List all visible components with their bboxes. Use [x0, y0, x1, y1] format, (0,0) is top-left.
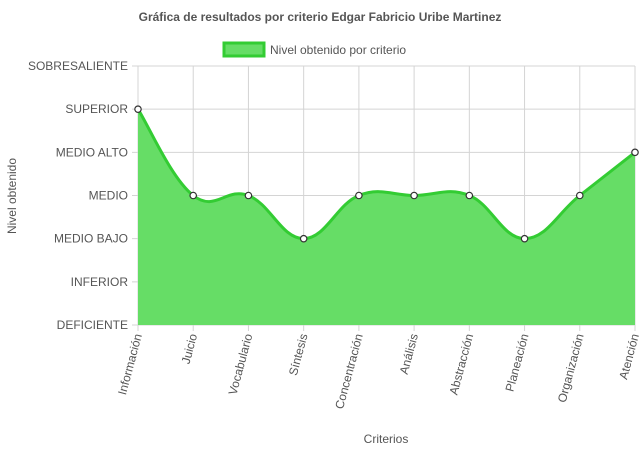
x-tick-label: Organización: [555, 332, 587, 404]
data-point[interactable]: [244, 191, 253, 200]
data-point[interactable]: [465, 191, 474, 200]
x-tick-label: Juicio: [179, 332, 201, 366]
data-points: [134, 105, 639, 243]
y-axis-ticks: DEFICIENTE INFERIOR MEDIO BAJO MEDIO MEDIO A…: [28, 59, 128, 332]
area-layer: [136, 108, 636, 326]
x-tick-label: Información: [115, 332, 145, 396]
legend[interactable]: Nivel obtenido por criterio: [222, 41, 406, 58]
data-point[interactable]: [575, 191, 584, 200]
y-tick-label: MEDIO ALTO: [56, 145, 128, 159]
legend-swatch: [222, 41, 266, 58]
y-tick-label: MEDIO BAJO: [54, 232, 128, 246]
x-tick-label: Abstracción: [446, 332, 476, 396]
x-tick-label: Planeación: [503, 332, 532, 393]
y-tick-label: DEFICIENTE: [57, 318, 128, 332]
data-point[interactable]: [189, 191, 198, 200]
x-tick-label: Atención: [616, 332, 639, 381]
legend-label: Nivel obtenido por criterio: [270, 43, 406, 57]
x-tick-label: Concentración: [332, 332, 366, 410]
series-area: [138, 109, 635, 326]
x-axis-ticks: Información Juicio Vocabulario Síntesis Conc…: [115, 332, 639, 411]
x-tick-label: Análisis: [397, 332, 421, 376]
data-point[interactable]: [299, 234, 308, 243]
data-point[interactable]: [410, 191, 418, 200]
chart-title: Gráfica de resultados por criterio Edgar…: [139, 10, 502, 24]
series-line: [136, 108, 636, 241]
y-tick-label: SUPERIOR: [65, 102, 128, 116]
x-tick-label: Síntesis: [286, 332, 311, 377]
x-tick-label: Vocabulario: [226, 332, 256, 397]
data-point[interactable]: [355, 191, 363, 200]
x-axis-title: Criterios: [364, 432, 409, 446]
y-tick-label: MEDIO: [89, 189, 128, 203]
y-tick-label: SOBRESALIENTE: [28, 59, 128, 73]
y-tick-label: INFERIOR: [71, 275, 129, 289]
data-point[interactable]: [134, 105, 142, 113]
y-axis-title: Nivel obtenido: [5, 158, 19, 234]
data-point[interactable]: [520, 234, 529, 243]
data-point[interactable]: [631, 148, 639, 157]
